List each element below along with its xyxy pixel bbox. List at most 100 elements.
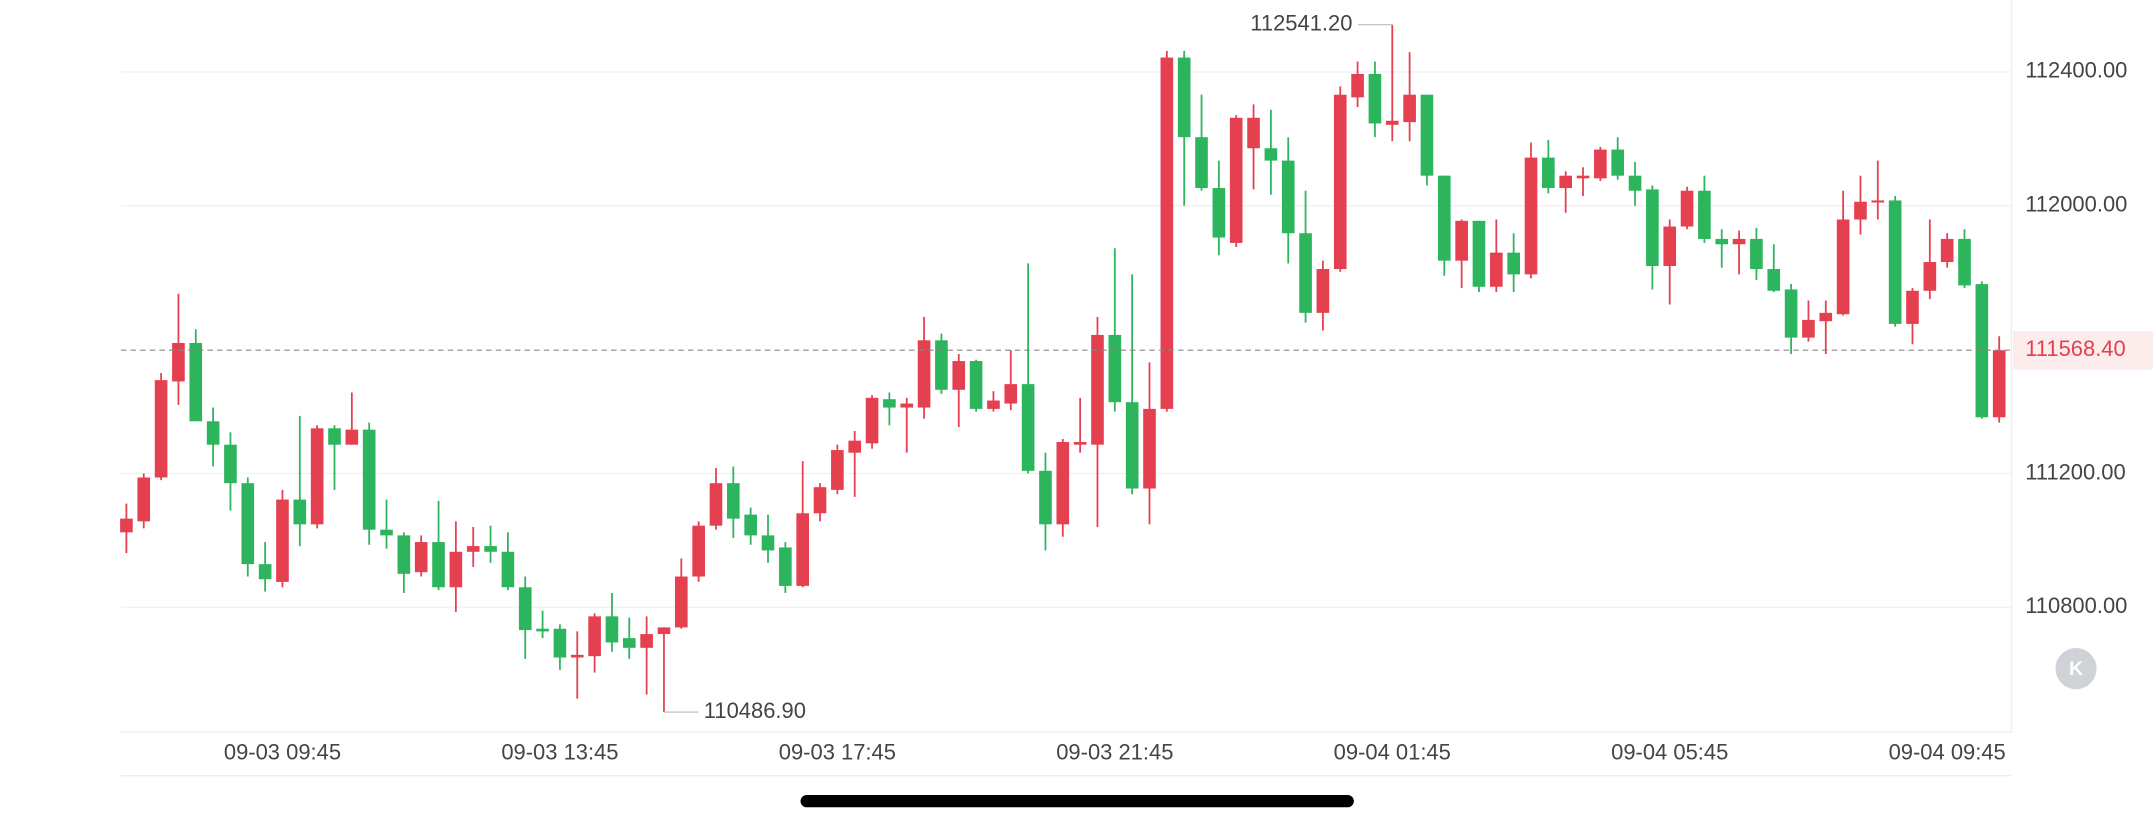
candle-body — [154, 380, 168, 478]
candle-body — [1576, 175, 1590, 179]
candle-body — [1680, 190, 1694, 227]
candle-body — [1750, 238, 1763, 270]
candle-body — [900, 403, 914, 408]
candle-body — [1559, 175, 1572, 189]
candle-body — [380, 529, 393, 536]
candle-body — [779, 547, 792, 586]
candle-body — [1160, 57, 1174, 409]
candle-body — [605, 616, 619, 643]
x-tick-label: 09-03 13:45 — [501, 740, 618, 765]
candle-body — [1437, 175, 1451, 261]
candle-body — [883, 399, 896, 408]
x-tick-label: 09-03 21:45 — [1056, 740, 1173, 765]
candle-body — [1542, 157, 1555, 189]
candle-body — [935, 340, 948, 390]
y-tick-label: 112400.00 — [2025, 58, 2127, 83]
candle-body — [137, 477, 151, 522]
candle-body — [1264, 148, 1278, 161]
candle-body — [1628, 175, 1642, 191]
candle-body — [414, 542, 428, 573]
x-tick-label: 09-03 09:45 — [224, 740, 341, 765]
candle-body — [727, 483, 740, 519]
candle-body — [1836, 219, 1850, 315]
candle-body — [1611, 149, 1625, 176]
candle-body — [1715, 238, 1729, 245]
candle-body — [1281, 160, 1295, 234]
candle-body — [293, 499, 307, 525]
candle-body — [432, 542, 445, 588]
candle-body — [1125, 402, 1139, 489]
x-tick-label: 09-03 17:45 — [779, 740, 896, 765]
candle-body — [570, 654, 584, 658]
badge-icon — [2055, 648, 2097, 690]
candle-body — [120, 518, 133, 533]
candle-body — [917, 340, 931, 408]
candle-body — [848, 440, 862, 453]
candle-body — [952, 361, 966, 390]
candle-body — [484, 546, 497, 552]
candle-body — [1732, 238, 1746, 245]
candle-body — [206, 421, 220, 445]
candle-body — [189, 342, 203, 422]
candle-body — [1819, 312, 1833, 322]
candle-body — [1940, 238, 1954, 263]
candle-body — [1507, 252, 1520, 275]
candle-body — [1073, 442, 1087, 445]
candle-body — [224, 444, 237, 484]
candle-body — [345, 429, 359, 445]
candle-body — [1958, 238, 1971, 286]
candle-body — [1351, 73, 1364, 98]
candle-body — [622, 638, 636, 648]
candle-body — [276, 499, 289, 582]
candle-body — [172, 342, 185, 382]
candle-body — [1108, 334, 1122, 403]
candle-body — [744, 514, 757, 536]
last-price-bg — [2012, 330, 2153, 370]
candle-body — [1992, 350, 2006, 418]
annotation-label: 110486.90 — [704, 698, 806, 723]
candle-body — [1906, 290, 1919, 324]
candle-body — [1871, 200, 1885, 203]
candle-body — [709, 483, 723, 526]
candle-body — [553, 628, 567, 658]
x-tick-label: 09-04 09:45 — [1889, 740, 2006, 765]
x-tick-label: 09-04 01:45 — [1334, 740, 1451, 765]
candle-body — [258, 564, 272, 580]
candle-body — [1802, 319, 1815, 338]
candle-body — [1299, 233, 1312, 313]
candle-body — [1177, 57, 1191, 138]
candle-body — [1143, 408, 1156, 489]
candle-body — [1646, 189, 1659, 267]
candle-body — [1420, 94, 1434, 176]
candle-body — [1247, 117, 1260, 149]
candle-body — [1888, 200, 1902, 324]
candle-body — [1524, 157, 1538, 275]
candle-body — [328, 428, 341, 445]
x-tick-label: 09-04 05:45 — [1611, 740, 1728, 765]
candle-body — [1212, 188, 1226, 238]
candle-body — [536, 628, 549, 632]
candle-body — [1594, 149, 1607, 179]
candle-body — [1368, 73, 1382, 124]
candle-body — [1403, 94, 1416, 123]
candle-body — [1316, 269, 1330, 313]
candle-body — [1767, 269, 1781, 291]
candle-body — [796, 513, 810, 586]
candle-body — [1004, 384, 1018, 404]
candle-body — [640, 634, 653, 648]
y-tick-label: 110800.00 — [2025, 593, 2127, 618]
candle-body — [1784, 289, 1798, 338]
candle-body — [501, 551, 515, 588]
last-price-label: 111568.40 — [2025, 336, 2126, 361]
y-tick-label: 112000.00 — [2025, 192, 2127, 217]
candle-body — [674, 576, 688, 628]
candle-body — [518, 587, 532, 631]
candle-body — [1229, 117, 1243, 243]
candle-body — [241, 483, 255, 565]
home-indicator — [800, 794, 1354, 808]
candle-body — [1455, 220, 1468, 261]
candle-body — [449, 551, 463, 588]
candle-body — [831, 450, 844, 490]
candle-body — [657, 627, 671, 635]
